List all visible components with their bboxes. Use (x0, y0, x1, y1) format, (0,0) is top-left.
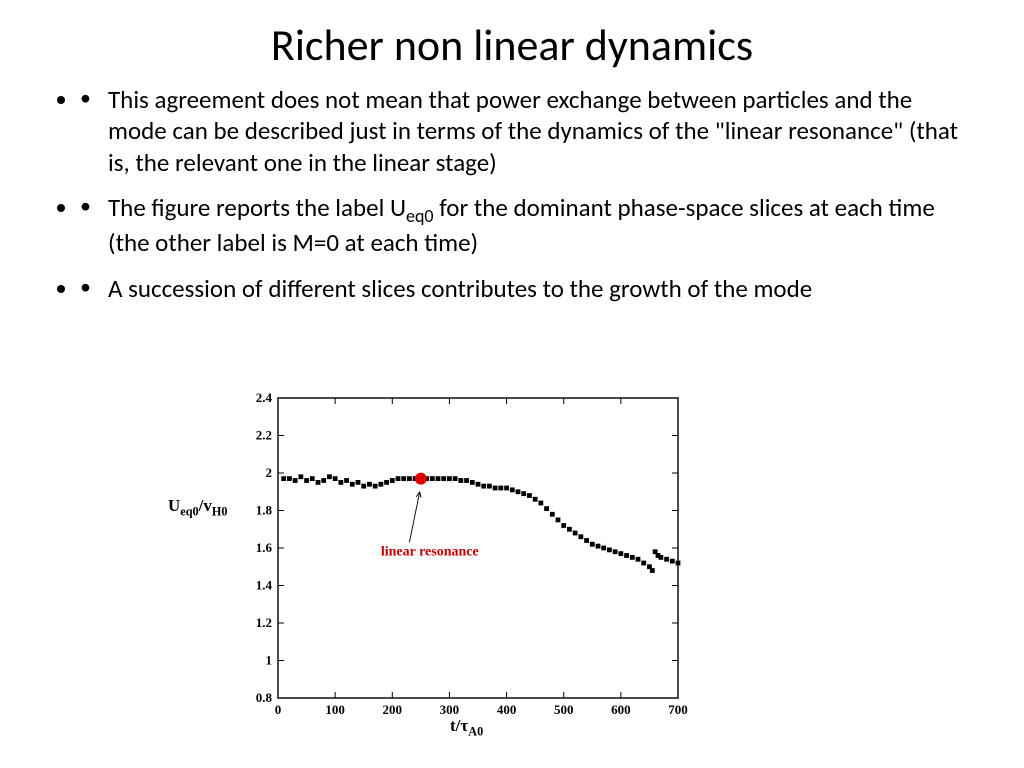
svg-text:700: 700 (668, 702, 688, 717)
svg-text:1.2: 1.2 (256, 615, 272, 630)
bullet-item: A succession of different slices contrib… (80, 273, 964, 304)
svg-text:400: 400 (497, 702, 516, 717)
bullet-item: The figure reports the label Ueq0 for th… (80, 192, 964, 259)
y-axis-label: Ueq0/vH0 (168, 496, 228, 519)
svg-text:300: 300 (440, 702, 460, 717)
svg-text:1.8: 1.8 (256, 503, 273, 518)
bullet-list: This agreement does not mean that power … (0, 84, 1024, 304)
x-axis-label: t/τA0 (450, 716, 483, 739)
subscript: eq0 (406, 205, 434, 227)
bullet-text: The figure reports the label U (108, 192, 406, 223)
svg-text:0.8: 0.8 (256, 690, 273, 705)
subscript: eq0 (180, 504, 198, 518)
svg-text:1.4: 1.4 (256, 578, 273, 593)
label-text: /v (199, 496, 212, 515)
bullet-item: This agreement does not mean that power … (80, 84, 964, 178)
svg-text:0: 0 (275, 702, 282, 717)
svg-text:1.6: 1.6 (256, 540, 273, 555)
label-text: U (168, 496, 180, 515)
page-title: Richer non linear dynamics (0, 0, 1024, 84)
svg-text:2.4: 2.4 (256, 390, 273, 405)
svg-text:1: 1 (266, 653, 273, 668)
svg-text:600: 600 (611, 702, 631, 717)
label-text: t/τ (450, 716, 468, 735)
chart-svg: 0.8 1 1.2 1.4 1.6 1.8 2 2.2 2.4 0 100 200 300 400 500 6… (230, 388, 710, 733)
svg-text:500: 500 (554, 702, 574, 717)
subscript: H0 (212, 504, 228, 518)
subscript: A0 (468, 724, 483, 738)
svg-text:100: 100 (325, 702, 345, 717)
chart-container: Ueq0/vH0 t/τA0 0.811.21.41.61.822.22.401… (230, 388, 730, 748)
svg-text:200: 200 (383, 702, 403, 717)
svg-text:linear resonance: linear resonance (381, 545, 479, 560)
svg-text:2.2: 2.2 (256, 428, 272, 443)
svg-text:2: 2 (266, 465, 273, 480)
